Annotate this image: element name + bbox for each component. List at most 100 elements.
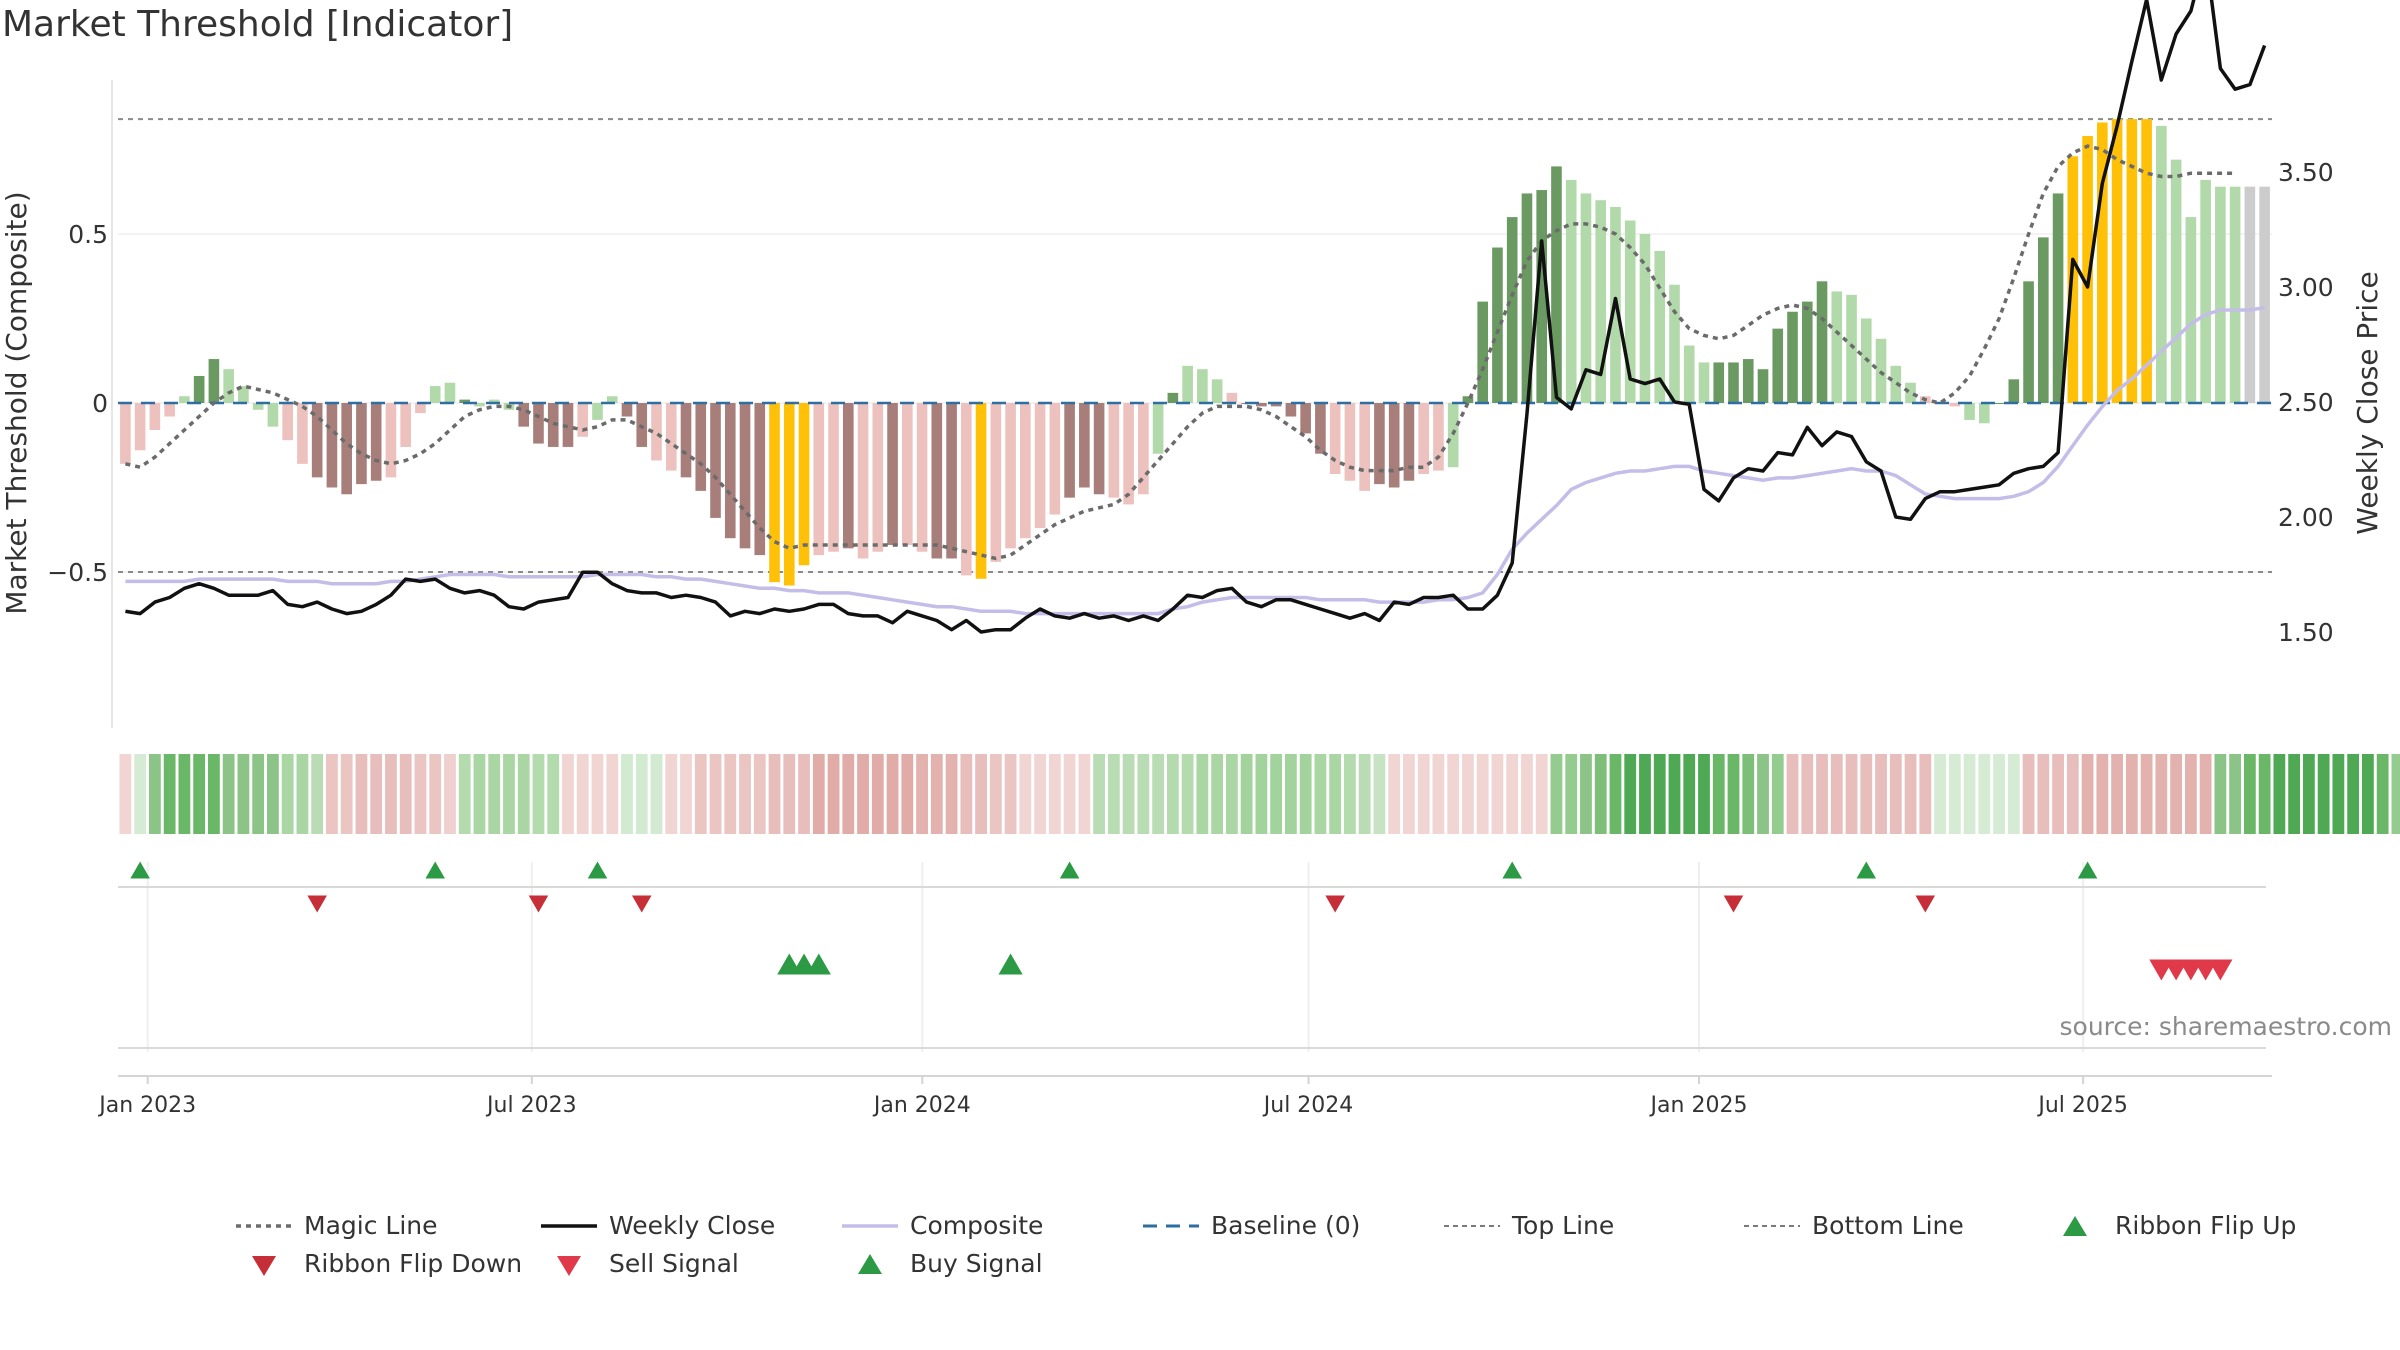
- ribbon-flip-up-marker: [1502, 861, 1522, 879]
- composite-bar: [223, 369, 234, 403]
- ribbon-cell: [163, 754, 176, 834]
- ribbon-cell: [1771, 754, 1784, 834]
- ribbon-cell: [1373, 754, 1386, 834]
- composite-bar: [326, 403, 338, 488]
- composite-bar: [1182, 365, 1193, 403]
- ribbon-cell: [1048, 754, 1061, 834]
- composite-bar: [1329, 403, 1341, 474]
- ribbon-cell: [503, 754, 515, 834]
- x-tick-label: Jan 2025: [1649, 1093, 1748, 1118]
- ribbon-cell: [709, 754, 722, 834]
- composite-bar: [621, 403, 633, 417]
- composite-bar: [990, 403, 1002, 562]
- legend-label: Magic Line: [304, 1211, 438, 1240]
- composite-bar: [1964, 403, 1975, 420]
- ribbon-cell: [1019, 754, 1032, 834]
- y-right-tick-label: 2.50: [2278, 388, 2334, 417]
- ribbon-cell: [1270, 754, 1283, 834]
- composite-bar: [2200, 179, 2211, 403]
- ribbon-cell: [2391, 754, 2400, 834]
- ribbon-cell: [783, 754, 796, 834]
- composite-bar: [2170, 159, 2182, 403]
- composite-bar: [1787, 311, 1798, 403]
- ribbon-cell: [606, 754, 619, 834]
- ribbon-cell: [2111, 754, 2123, 834]
- sell-signal-marker: [2208, 959, 2233, 981]
- legend-label: Weekly Close: [609, 1211, 776, 1240]
- composite-bar: [1418, 403, 1429, 474]
- ribbon-cell: [355, 754, 368, 834]
- composite-bar: [149, 403, 161, 431]
- composite-bar: [1138, 403, 1149, 495]
- ribbon-cell: [2273, 754, 2286, 834]
- ribbon-cell: [267, 754, 279, 834]
- composite-bar: [1624, 220, 1636, 403]
- ribbon-flip-down-marker: [1915, 895, 1936, 913]
- x-tick-label: Jan 2024: [872, 1093, 971, 1118]
- composite-bar: [1669, 284, 1680, 403]
- ribbon-cell: [311, 754, 324, 834]
- composite-bar: [1270, 403, 1282, 407]
- ribbon-cell: [768, 754, 781, 834]
- composite-bar: [341, 403, 352, 495]
- ribbon-flip-down-marker: [631, 895, 652, 913]
- composite-bar: [1728, 362, 1739, 403]
- ribbon-cell: [1889, 754, 1902, 834]
- ribbon-cell: [2155, 754, 2168, 834]
- ribbon-cell: [1122, 754, 1135, 834]
- composite-bar: [193, 375, 205, 403]
- composite-bar: [1388, 403, 1400, 488]
- composite-bar: [1433, 403, 1444, 471]
- triangle-up-icon: [2063, 1216, 2087, 1236]
- ribbon-cell: [1801, 754, 1814, 834]
- ribbon-cell: [1875, 754, 1887, 834]
- composite-bar: [1492, 247, 1503, 403]
- composite-bar: [1300, 403, 1311, 434]
- ribbon-cell: [739, 754, 751, 834]
- composite-bar: [1079, 403, 1090, 488]
- composite-bar: [2229, 186, 2241, 403]
- ribbon-cell: [960, 754, 973, 834]
- legend-label: Top Line: [1512, 1211, 1615, 1240]
- x-tick-label: Jul 2024: [1262, 1093, 1354, 1118]
- ribbon-cell: [488, 754, 501, 834]
- y-right-tick-label: 3.00: [2278, 273, 2334, 302]
- ribbon-cell: [694, 754, 707, 834]
- composite-bar: [400, 403, 412, 447]
- composite-bar: [1949, 403, 1961, 407]
- ribbon-cell: [429, 754, 442, 834]
- composite-bar: [1772, 328, 1784, 403]
- ribbon-cell: [562, 754, 574, 834]
- ribbon-cell: [1978, 754, 1991, 834]
- line-swatch-icon: [236, 1224, 292, 1228]
- composite-bar: [1477, 301, 1489, 403]
- composite-bar: [238, 386, 249, 403]
- y-right-tick-label: 2.00: [2278, 503, 2334, 532]
- ribbon-cell: [2170, 754, 2183, 834]
- ribbon-cell: [326, 754, 338, 834]
- ribbon-cell: [1698, 754, 1710, 834]
- ribbon-cell: [2347, 754, 2360, 834]
- ribbon-cell: [296, 754, 309, 834]
- ribbon-cell: [1816, 754, 1828, 834]
- ribbon-cell: [370, 754, 383, 834]
- composite-bar: [1197, 369, 1208, 403]
- ribbon-flip-up-marker: [130, 861, 150, 879]
- ribbon-cell: [1609, 754, 1622, 834]
- ribbon-cell: [1004, 754, 1017, 834]
- ribbon-cell: [473, 754, 486, 834]
- composite-bar: [2141, 119, 2152, 403]
- ribbon-cell: [2022, 754, 2035, 834]
- ribbon-cell: [842, 754, 855, 834]
- composite-bar: [1167, 392, 1179, 403]
- composite-bar: [1595, 200, 1607, 403]
- composite-bar: [916, 403, 928, 552]
- composite-bar: [1683, 345, 1695, 403]
- legend-label: Ribbon Flip Up: [2115, 1211, 2297, 1240]
- ribbon-cell: [1491, 754, 1504, 834]
- ribbon-flip-up-marker: [2077, 861, 2098, 879]
- composite-bar: [518, 403, 530, 427]
- ribbon-cell: [252, 754, 265, 834]
- composite-bar: [783, 403, 795, 586]
- composite-bar: [1905, 382, 1916, 403]
